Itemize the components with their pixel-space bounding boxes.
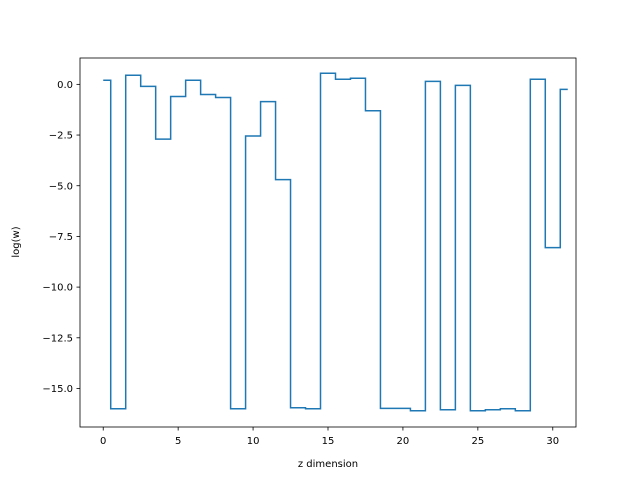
x-tick-label: 20	[397, 436, 410, 447]
y-tick-label: 0.0	[57, 80, 73, 91]
axis-ticks: 0 5 10 15 20 25 30 0.0 −2.5 −5.0 −7.5 −10.0 −12.5 −15…	[42, 80, 559, 447]
plot-area	[103, 72, 568, 412]
y-tick-label: −12.5	[42, 333, 73, 344]
series-line	[103, 72, 568, 412]
y-tick-label: −2.5	[49, 131, 73, 142]
x-tick-label: 0	[100, 436, 106, 447]
y-tick-label: −15.0	[42, 384, 73, 395]
x-tick-label: 25	[471, 436, 484, 447]
axes-frame	[79, 57, 577, 428]
x-tick-label: 15	[322, 436, 335, 447]
x-tick-label: 5	[175, 436, 181, 447]
x-tick-label: 10	[247, 436, 260, 447]
x-axis-label: z dimension	[298, 459, 358, 470]
y-tick-label: −5.0	[49, 181, 73, 192]
y-tick-label: −10.0	[42, 283, 73, 294]
y-tick-label: −7.5	[49, 232, 73, 243]
x-tick-label: 30	[546, 436, 559, 447]
y-axis-label: log(w)	[11, 226, 22, 257]
